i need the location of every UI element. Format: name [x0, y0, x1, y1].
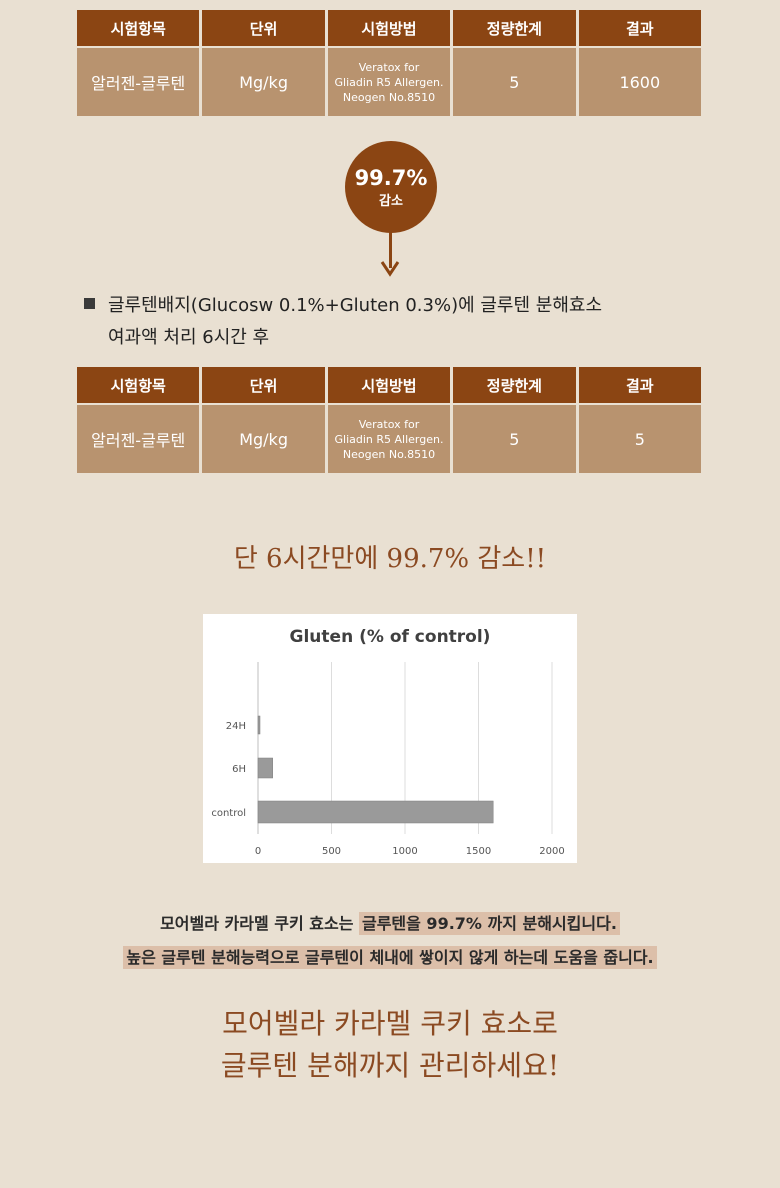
header-limit: 정량한계 — [453, 10, 576, 46]
header-result: 결과 — [578, 10, 701, 46]
header-item: 시험항목 — [77, 10, 200, 46]
test-result-table-after: 시험항목 단위 시험방법 정량한계 결과 알러젠-글루텐 Mg/kg Verat… — [77, 367, 701, 473]
condition-text: 글루텐배지(Glucosw 0.1%+Gluten 0.3%)에 글루텐 분해효… — [108, 290, 602, 354]
arrow-down-icon — [380, 261, 400, 277]
cell-result: 1600 — [578, 48, 701, 116]
header-result: 결과 — [578, 367, 701, 403]
cell-limit: 5 — [453, 405, 576, 473]
badge-label: 감소 — [379, 194, 403, 209]
x-tick-label: 2000 — [539, 846, 564, 857]
cell-item: 알러젠-글루텐 — [77, 405, 200, 473]
badge-percent: 99.7% — [354, 166, 428, 190]
description-highlight: 높은 글루텐 분해능력으로 글루텐이 체내에 쌓이지 않게 하는데 도움을 줍니… — [123, 946, 657, 969]
cell-method: Veratox for Gliadin R5 Allergen. Neogen … — [327, 48, 451, 116]
header-unit: 단위 — [202, 367, 325, 403]
closing-line2: 글루텐 분해까지 관리하세요! — [220, 1049, 560, 1082]
cell-method: Veratox for Gliadin R5 Allergen. Neogen … — [327, 405, 451, 473]
cell-unit: Mg/kg — [202, 405, 325, 473]
test-result-table-before: 시험항목 단위 시험방법 정량한계 결과 알러젠-글루텐 Mg/kg Verat… — [77, 10, 701, 116]
closing-line1: 모어벨라 카라멜 쿠키 효소로 — [222, 1007, 558, 1040]
reduction-badge: 99.7% 감소 — [345, 141, 437, 233]
bar-control — [257, 800, 494, 824]
x-tick-label: 500 — [322, 846, 341, 857]
x-tick-label: 1000 — [392, 846, 417, 857]
closing-headline: 모어벨라 카라멜 쿠키 효소로 글루텐 분해까지 관리하세요! — [0, 1003, 780, 1087]
header-method: 시험방법 — [327, 10, 451, 46]
bullet-square-icon — [84, 298, 95, 309]
headline-reduction: 단 6시간만에 99.7% 감소!! — [233, 544, 547, 574]
condition-line2: 여과액 처리 6시간 후 — [108, 327, 270, 348]
bar-6H — [257, 757, 273, 779]
x-tick-label: 1500 — [466, 846, 491, 857]
cell-unit: Mg/kg — [202, 48, 325, 116]
bar-24H — [257, 715, 261, 735]
arrow-shaft — [389, 228, 392, 268]
y-category-label: 6H — [232, 764, 246, 775]
header-limit: 정량한계 — [453, 367, 576, 403]
gluten-chart: Gluten (% of control) 0 500 1000 1500 2000 24… — [203, 614, 577, 863]
description-highlight: 글루텐을 99.7% 까지 분해시킵니다. — [358, 912, 620, 935]
y-category-label: control — [211, 808, 246, 819]
chart-title: Gluten (% of control) — [290, 627, 491, 647]
header-method: 시험방법 — [327, 367, 451, 403]
description-line1: 모어벨라 카라멜 쿠키 효소는 글루텐을 99.7% 까지 분해시킵니다. — [0, 910, 780, 935]
chart-svg: Gluten (% of control) 0 500 1000 1500 2000 24… — [211, 627, 564, 857]
condition-line1: 글루텐배지(Glucosw 0.1%+Gluten 0.3%)에 글루텐 분해효… — [108, 295, 603, 316]
x-tick-label: 0 — [255, 846, 261, 857]
cell-item: 알러젠-글루텐 — [77, 48, 200, 116]
cell-result: 5 — [578, 405, 701, 473]
description-plain: 모어벨라 카라멜 쿠키 효소는 — [160, 914, 359, 933]
header-unit: 단위 — [202, 10, 325, 46]
cell-limit: 5 — [453, 48, 576, 116]
description-line2: 높은 글루텐 분해능력으로 글루텐이 체내에 쌓이지 않게 하는데 도움을 줍니… — [0, 944, 780, 969]
header-item: 시험항목 — [77, 367, 200, 403]
y-category-label: 24H — [226, 721, 246, 732]
